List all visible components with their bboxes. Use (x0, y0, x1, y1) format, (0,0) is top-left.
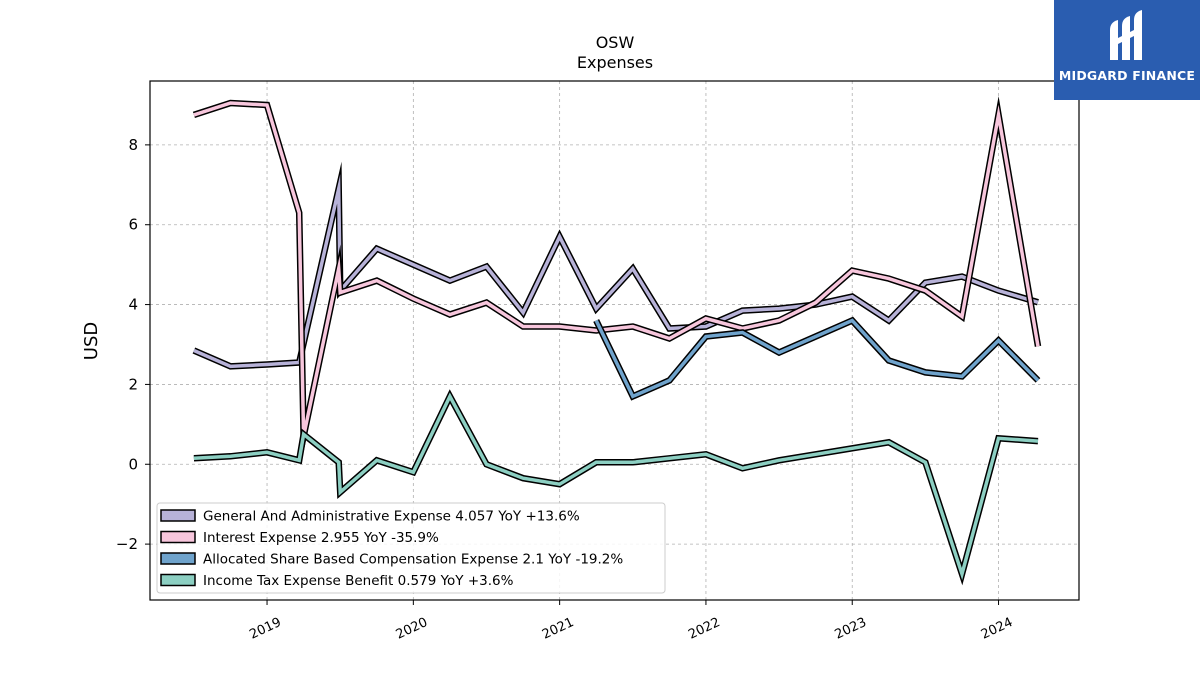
y-tick-label: 0 (128, 455, 138, 473)
legend-swatch (160, 530, 196, 544)
x-tick-label: 2022 (686, 615, 722, 643)
series-line-general-and-administrative-expense (193, 174, 1039, 369)
legend-swatch (160, 509, 196, 522)
midgard-logo-icon (1110, 10, 1142, 60)
y-axis-label: USD (81, 322, 102, 360)
legend-entry: Allocated Share Based Compensation Expen… (203, 552, 623, 568)
x-tick-label: 2023 (833, 615, 869, 643)
legend-entry: Interest Expense 2.955 YoY -35.9% (203, 530, 439, 546)
series-line-interest-expense (193, 101, 1040, 452)
series-line-allocated-share-based-compensation-expense (594, 318, 1040, 399)
legend-entry: Income Tax Expense Benefit 0.579 YoY +3.… (203, 573, 514, 589)
y-axis-ticks: −2 0 2 4 6 8 (116, 136, 150, 553)
x-tick-label: 2020 (394, 615, 430, 643)
legend-swatch (160, 552, 196, 565)
legend: General And Administrative Expense 4.057… (156, 502, 666, 594)
y-tick-label: 6 (128, 216, 138, 234)
chart-subtitle: Expenses (577, 53, 653, 72)
y-tick-label: 8 (128, 136, 138, 154)
brand-name: MIDGARD FINANCE (1058, 68, 1196, 83)
x-axis-ticks: 2019 2020 2021 2022 2023 2024 (247, 600, 1015, 643)
series-lines (192, 96, 1042, 586)
y-tick-label: 4 (128, 296, 138, 314)
legend-swatch (160, 573, 196, 587)
brand-logo: MIDGARD FINANCE (1054, 0, 1200, 100)
x-tick-label: 2021 (540, 615, 576, 643)
x-tick-label: 2019 (247, 615, 283, 643)
chart-title: OSW (596, 33, 635, 52)
legend-entry: General And Administrative Expense 4.057… (203, 509, 580, 525)
x-tick-label: 2024 (979, 615, 1015, 643)
y-tick-label: −2 (116, 535, 138, 553)
series-line-income-tax-expense-benefit (193, 392, 1039, 581)
plot-frame (149, 80, 1080, 601)
y-tick-label: 2 (128, 375, 138, 393)
legend-box (156, 502, 666, 594)
